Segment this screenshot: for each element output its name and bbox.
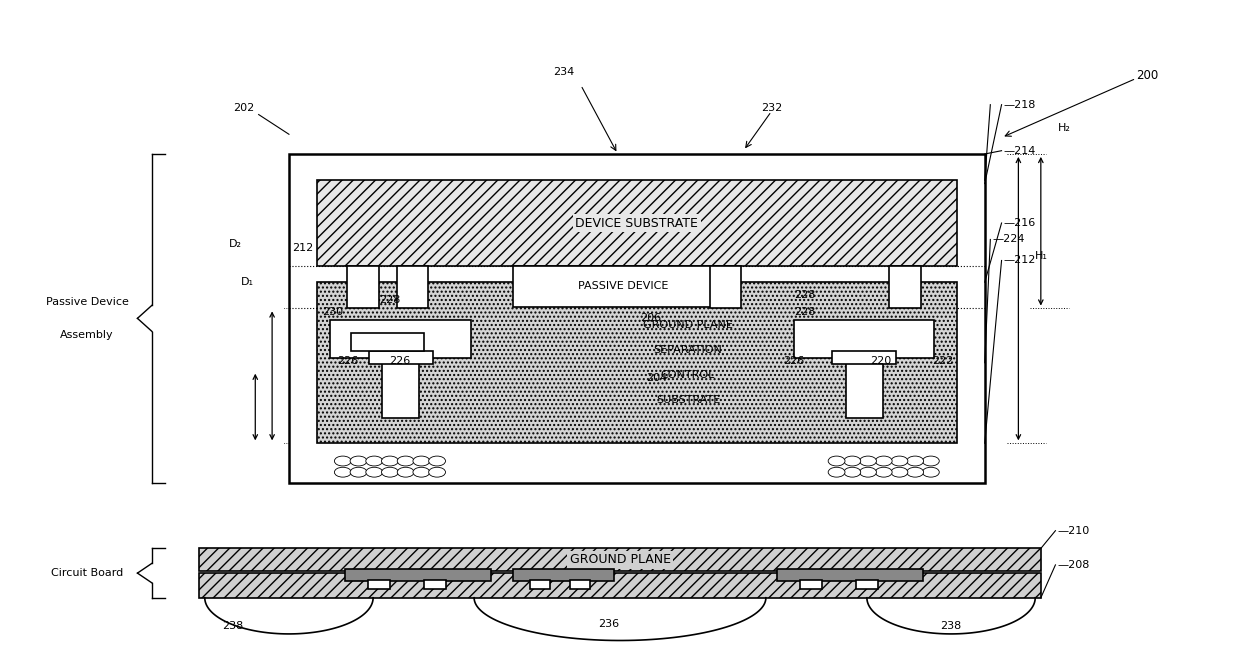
Bar [777, 570, 923, 581]
Circle shape [844, 456, 861, 466]
Text: GROUND PLANE: GROUND PLANE [569, 554, 671, 566]
Bar [832, 351, 897, 365]
Text: 226: 226 [337, 356, 358, 366]
Bar [200, 548, 1040, 572]
Circle shape [892, 456, 908, 466]
Circle shape [844, 467, 861, 477]
Text: H₂: H₂ [1058, 123, 1070, 133]
Circle shape [413, 467, 430, 477]
Bar [569, 580, 590, 589]
Text: SUBSTRATE: SUBSTRATE [656, 395, 720, 405]
Text: 228: 228 [794, 290, 816, 300]
Text: 238: 238 [940, 621, 962, 631]
Text: D₁: D₁ [241, 277, 254, 287]
Bar [397, 267, 428, 308]
Circle shape [397, 456, 414, 466]
Text: D₂: D₂ [228, 239, 242, 249]
Bar [889, 267, 921, 308]
Circle shape [429, 456, 445, 466]
Circle shape [350, 467, 367, 477]
Text: 200: 200 [1136, 68, 1158, 82]
Text: —212: —212 [1004, 255, 1037, 265]
Circle shape [335, 456, 351, 466]
Text: GROUND PLANE: GROUND PLANE [644, 320, 733, 330]
Bar [200, 573, 1040, 598]
Text: —224: —224 [992, 235, 1025, 245]
Circle shape [923, 467, 939, 477]
Bar [531, 580, 551, 589]
Bar [382, 361, 419, 418]
Circle shape [875, 467, 892, 477]
Circle shape [828, 467, 844, 477]
Bar [709, 267, 742, 308]
Bar [368, 351, 433, 365]
Text: Circuit Board: Circuit Board [51, 568, 123, 578]
Text: 226: 226 [782, 356, 804, 366]
Circle shape [382, 467, 398, 477]
Text: 204: 204 [646, 373, 667, 383]
Bar [856, 580, 878, 589]
Bar [794, 320, 934, 358]
Text: 222: 222 [932, 356, 954, 366]
Text: 202: 202 [233, 103, 254, 113]
Circle shape [828, 456, 844, 466]
Text: —218: —218 [1004, 99, 1037, 109]
Text: Assembly: Assembly [60, 330, 114, 339]
Text: 238: 238 [222, 621, 243, 631]
Circle shape [923, 456, 939, 466]
Text: CONTROL: CONTROL [661, 370, 715, 380]
Text: 228: 228 [378, 295, 401, 305]
Bar [317, 282, 957, 444]
Text: PASSIVE DEVICE: PASSIVE DEVICE [578, 281, 668, 291]
Bar [800, 580, 822, 589]
Text: 228: 228 [794, 307, 816, 317]
Text: 226: 226 [389, 356, 410, 366]
Circle shape [366, 467, 383, 477]
Bar [289, 154, 985, 483]
Circle shape [892, 467, 908, 477]
Text: 232: 232 [761, 103, 782, 113]
Circle shape [335, 467, 351, 477]
Text: H₁: H₁ [1035, 251, 1048, 261]
Text: 236: 236 [598, 619, 619, 629]
Bar [846, 361, 883, 418]
Text: 230: 230 [322, 307, 343, 317]
Text: 220: 220 [870, 356, 892, 366]
Circle shape [906, 467, 924, 477]
Circle shape [429, 467, 445, 477]
Text: 212: 212 [293, 243, 314, 253]
Text: 234: 234 [553, 67, 574, 77]
Text: 206: 206 [640, 314, 661, 324]
Circle shape [906, 456, 924, 466]
Text: DEVICE SUBSTRATE: DEVICE SUBSTRATE [575, 217, 698, 229]
Text: —214: —214 [1004, 146, 1037, 156]
Circle shape [382, 456, 398, 466]
Bar [513, 570, 614, 581]
Circle shape [859, 467, 877, 477]
Circle shape [875, 456, 892, 466]
Bar [351, 333, 424, 351]
Circle shape [350, 456, 367, 466]
Circle shape [413, 456, 430, 466]
Bar [367, 580, 389, 589]
Text: Passive Device: Passive Device [46, 297, 129, 307]
Text: —216: —216 [1004, 218, 1037, 228]
Bar [345, 570, 491, 581]
Text: —208: —208 [1058, 560, 1090, 570]
Bar [317, 180, 957, 266]
Text: —210: —210 [1058, 526, 1090, 536]
Bar [513, 267, 733, 307]
Bar [331, 320, 471, 358]
Bar [424, 580, 446, 589]
Text: SEPARATION: SEPARATION [653, 345, 723, 355]
Bar [347, 267, 378, 308]
Circle shape [366, 456, 383, 466]
Circle shape [859, 456, 877, 466]
Circle shape [397, 467, 414, 477]
